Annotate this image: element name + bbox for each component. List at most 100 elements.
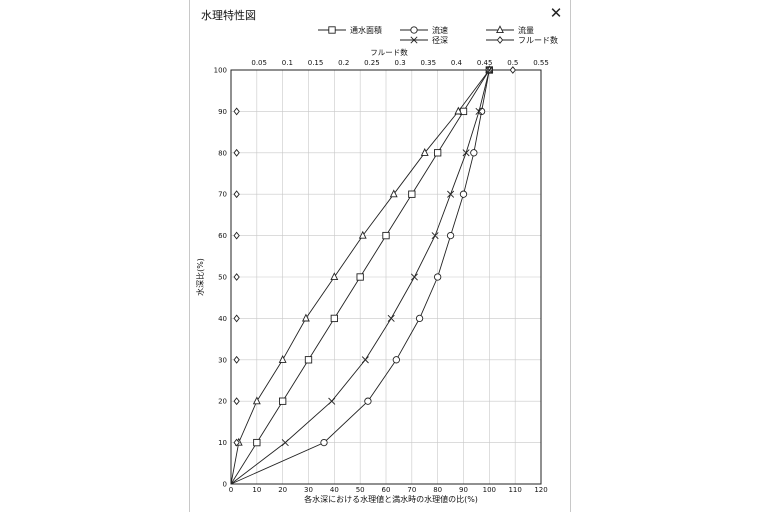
legend-marker (410, 36, 418, 44)
data-point (361, 356, 369, 364)
data-point (434, 273, 442, 281)
x-tick-label: 10 (252, 486, 261, 494)
x-tick-label: 0 (229, 486, 233, 494)
data-point (330, 272, 339, 281)
data-point (301, 313, 310, 322)
y-tick-label: 70 (218, 191, 227, 199)
legend-label: 径深 (432, 35, 448, 45)
legend-label: 通水面積 (350, 25, 382, 35)
data-point (330, 314, 338, 323)
window-title: 水理特性図 (201, 9, 256, 22)
data-point (252, 396, 261, 405)
data-point (470, 149, 478, 157)
y-tick-label: 90 (218, 108, 227, 116)
top-tick-label: 0.2 (338, 59, 349, 67)
data-point (446, 231, 455, 240)
data-point (356, 273, 364, 281)
data-point (410, 273, 418, 281)
hydraulic-chart: 0 10 20 30 40 50 60 70 80 90 100 110 120 0 10 20 30 40 50 6… (195, 25, 558, 504)
data-point (382, 231, 390, 240)
top-tick-label: 0.35 (420, 59, 436, 67)
x-tick-label: 50 (356, 486, 365, 494)
series-4 (230, 66, 493, 485)
top-tick-label: 0.45 (477, 59, 493, 67)
series-2 (230, 66, 493, 485)
y-tick-label: 40 (218, 315, 227, 323)
legend-item: 流速 (400, 25, 448, 35)
y-tick-label: 50 (218, 274, 227, 282)
data-point (278, 354, 287, 363)
legend-marker (328, 26, 336, 34)
data-point (454, 106, 463, 115)
top-tick-label: 0.1 (282, 59, 293, 67)
data-point (415, 314, 424, 323)
legend-item: 流量 (486, 25, 534, 35)
x-tick-label: 80 (433, 486, 442, 494)
y-tick-label: 20 (218, 398, 227, 406)
data-point (279, 397, 287, 405)
data-point (328, 397, 336, 405)
top-tick-label: 0.55 (533, 59, 549, 67)
legend-marker (496, 36, 504, 44)
x-tick-label: 20 (278, 486, 287, 494)
data-point (462, 149, 470, 157)
legend-marker (496, 25, 504, 34)
top-tick-label: 0.5 (507, 59, 518, 67)
data-point (233, 273, 240, 281)
x-tick-label: 110 (508, 486, 521, 494)
data-point (509, 66, 516, 74)
legend-item: フルード数 (486, 35, 558, 45)
data-point (233, 355, 240, 364)
legend-marker (410, 26, 418, 34)
data-point (281, 439, 289, 447)
y-tick-label: 0 (223, 481, 227, 489)
y-tick-label: 100 (214, 67, 227, 75)
chart-window: 水理特性図 ✕ 0 10 20 30 40 50 60 70 80 90 100 110 120 0 10 2… (189, 0, 571, 512)
data-point (364, 397, 372, 405)
data-point (233, 148, 240, 157)
legend-item: 径深 (400, 35, 448, 45)
x-tick-label: 30 (304, 486, 313, 494)
close-button[interactable]: ✕ (549, 4, 563, 22)
top-tick-label: 0.4 (451, 59, 463, 67)
x-tick-label: 120 (534, 486, 547, 494)
y-axis-label: 水深比(%) (195, 258, 205, 296)
data-point (387, 314, 395, 322)
series-5 (233, 66, 516, 447)
data-point (233, 190, 240, 199)
data-point (320, 438, 328, 447)
data-point (389, 189, 398, 198)
data-point (304, 356, 313, 364)
data-point (447, 190, 455, 198)
top-tick-label: 0.3 (395, 59, 406, 67)
x-tick-label: 70 (407, 486, 416, 494)
x-axis-label: 各水深における水理値と満水時の水理値の比(%) (304, 494, 478, 504)
data-point (233, 231, 240, 240)
top-tick-label: 0.15 (308, 59, 324, 67)
data-point (233, 397, 240, 406)
y-tick-label: 10 (218, 439, 227, 447)
legend-label: 流量 (518, 25, 534, 35)
data-point (358, 230, 367, 239)
x-tick-label: 60 (382, 486, 391, 494)
x-tick-label: 90 (459, 486, 468, 494)
grid (230, 69, 542, 485)
legend-label: フルード数 (518, 35, 558, 45)
series-1 (230, 66, 493, 485)
x-tick-label: 100 (483, 486, 496, 494)
y-tick-label: 80 (218, 149, 227, 157)
data-point (408, 190, 416, 198)
x-tick-label: 40 (330, 486, 339, 494)
top-axis-label: フルード数 (370, 47, 408, 57)
data-point (434, 149, 442, 157)
data-point (253, 438, 261, 447)
top-tick-label: 0.05 (251, 59, 267, 67)
data-point (475, 107, 483, 115)
data-point (233, 107, 240, 116)
legend-item: 通水面積 (318, 25, 382, 35)
plot-frame (230, 69, 542, 485)
data-point (485, 66, 493, 74)
y-tick-label: 60 (218, 232, 227, 240)
data-point (431, 232, 439, 240)
